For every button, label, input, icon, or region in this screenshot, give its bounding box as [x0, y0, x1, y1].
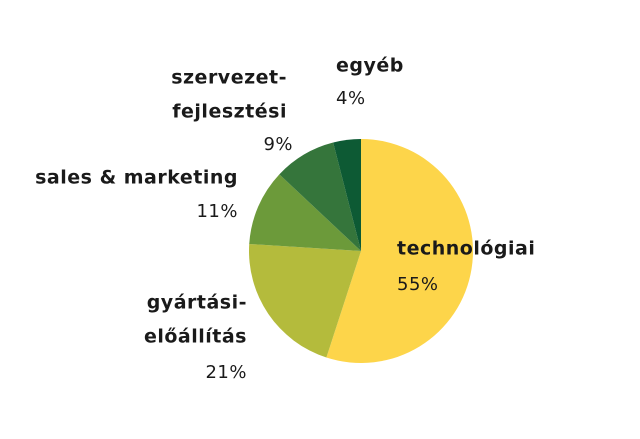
slice-value: 55%: [397, 274, 439, 295]
pie-slice: [249, 174, 361, 251]
slice-label: szervezet-: [171, 67, 287, 89]
pie-slice: [279, 142, 361, 251]
slice-value: 4%: [336, 88, 366, 109]
slice-value: 9%: [263, 134, 293, 155]
slice-value: 11%: [196, 201, 238, 222]
slice-label: fejlesztési: [172, 101, 287, 123]
pie-slice: [326, 139, 473, 363]
slice-value: 21%: [205, 362, 247, 383]
slice-label: egyéb: [336, 55, 404, 77]
slice-label: technológiai: [397, 238, 535, 260]
slice-label: gyártási-: [147, 292, 247, 314]
pie-slice: [249, 243, 361, 358]
slice-label: sales & marketing: [35, 167, 238, 189]
pie-slice: [333, 139, 361, 251]
slice-label: előállítás: [144, 326, 247, 348]
